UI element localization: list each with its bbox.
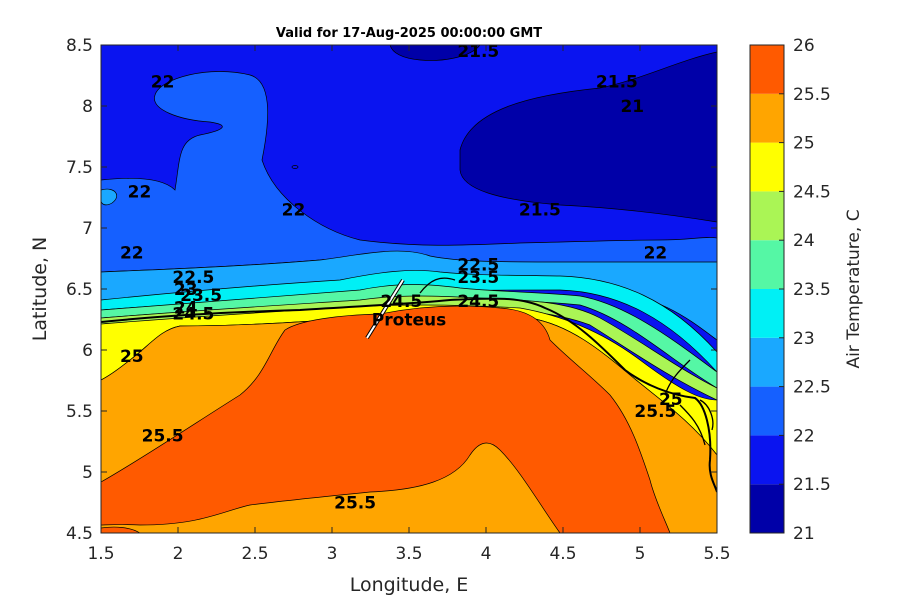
contour-label: 22 <box>282 201 306 221</box>
contour-label: 21.5 <box>596 73 638 93</box>
contour-label: 24 <box>174 298 198 318</box>
y-tick-label: 8.5 <box>66 36 93 56</box>
y-tick-label: 7 <box>82 219 93 239</box>
colorbar-tick-label: 21 <box>793 524 815 544</box>
band-25.5-26 <box>101 305 671 533</box>
colorbar-tick-label: 23 <box>793 329 815 349</box>
x-axis-label: Longitude, E <box>350 574 469 596</box>
band-21-21.5 <box>459 51 717 223</box>
contour-label: 23 <box>174 280 198 300</box>
x-tick-label: 3.5 <box>395 544 422 564</box>
plot-area <box>101 45 717 533</box>
contour-label: 25.5 <box>334 494 376 514</box>
x-tick-label: 4.5 <box>549 544 576 564</box>
colorbar-swatch <box>750 240 784 289</box>
x-tick-label: 1.5 <box>87 544 114 564</box>
x-tick-label: 2.5 <box>241 544 268 564</box>
contour-label: 23.5 <box>457 268 499 288</box>
colorbar-tick-label: 21.5 <box>793 475 831 495</box>
y-tick-label: 5 <box>82 463 93 483</box>
colorbar-tick-label: 26 <box>793 36 815 56</box>
y-axis-label: Latitude, N <box>29 237 51 342</box>
contour-label: 22.5 <box>172 268 214 288</box>
contour-label: 22 <box>151 73 175 93</box>
colorbar-tick-label: 24.5 <box>793 182 831 202</box>
x-tick-label: 2 <box>173 544 184 564</box>
y-tick-label: 7.5 <box>66 158 93 178</box>
x-tick-label: 3 <box>327 544 338 564</box>
colorbar-swatch <box>750 191 784 241</box>
contour-label: 22 <box>128 182 152 202</box>
contour-label: 22.5 <box>457 256 499 276</box>
colorbar-swatch <box>750 386 784 436</box>
coastline <box>101 297 717 493</box>
colorbar-label: Air Temperature, C <box>844 209 864 368</box>
contour-label: 24.5 <box>172 304 214 324</box>
colorbar-swatch <box>750 484 784 533</box>
y-tick-label: 6 <box>82 341 93 361</box>
colorbar-swatch <box>750 93 784 143</box>
proteus-track <box>366 279 404 339</box>
colorbar-swatch <box>750 45 784 94</box>
y-tick-label: 5.5 <box>66 402 93 422</box>
x-tick-label: 5 <box>635 544 646 564</box>
x-tick-label: 4 <box>481 544 492 564</box>
x-axis-ticks: 1.5 2 2.5 3 3.5 4 4.5 5 5.5 <box>87 45 731 564</box>
contour-label: 22 <box>644 243 668 263</box>
contour-label: 23.5 <box>180 286 222 306</box>
colorbar-tick-label: 25.5 <box>793 85 831 105</box>
colorbar-swatch <box>750 337 784 387</box>
contour-label: 21.5 <box>519 201 561 221</box>
x-tick-label: 5.5 <box>703 544 730 564</box>
platform-label: Proteus <box>372 311 446 331</box>
contour-label: 21.5 <box>457 42 499 62</box>
chart-title: Valid for 17-Aug-2025 00:00:00 GMT <box>276 26 542 41</box>
contour-label: 25.5 <box>142 426 184 446</box>
colorbar: 21 21.5 22 22.5 23 23.5 24 24.5 25 25.5 26 <box>749 36 831 544</box>
colorbar-swatch <box>750 289 784 338</box>
colorbar-tick-label: 22.5 <box>793 378 831 398</box>
y-tick-label: 6.5 <box>66 280 93 300</box>
coastline-inner <box>419 277 714 446</box>
y-axis-ticks: 4.5 5 5.5 6 6.5 7 7.5 8 8.5 <box>66 36 717 544</box>
contour-label: 25 <box>659 390 683 410</box>
small-feature <box>291 165 299 169</box>
contour-label: 22 <box>120 243 144 263</box>
y-tick-label: 4.5 <box>66 524 93 544</box>
colorbar-tick-label: 22 <box>793 426 815 446</box>
colorbar-swatch <box>750 142 784 192</box>
colorbar-tick-label: 24 <box>793 231 815 251</box>
contour-label: 25 <box>120 347 144 367</box>
band-21-21.5-top <box>389 45 481 61</box>
contour-label: 24.5 <box>380 292 422 312</box>
contour-label: 24.5 <box>457 292 499 312</box>
colorbar-tick-label: 23.5 <box>793 280 831 300</box>
colorbar-tick-label: 25 <box>793 134 815 154</box>
contour-label: 21 <box>620 97 644 117</box>
y-tick-label: 8 <box>82 97 93 117</box>
colorbar-swatch <box>750 435 784 485</box>
contour-label: 25.5 <box>634 402 676 422</box>
